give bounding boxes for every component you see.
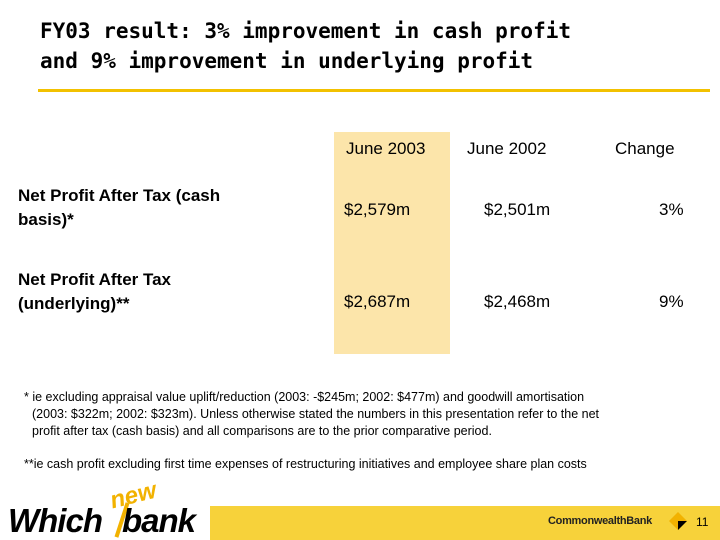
- cell-change: 9%: [659, 292, 684, 311]
- footer-bar: [210, 506, 720, 540]
- cell-june-2003: $2,579m: [344, 200, 411, 219]
- cell-june-2003: $2,687m: [344, 292, 411, 311]
- slide-title: FY03 result: 3% improvement in cash prof…: [40, 16, 700, 76]
- cell-june-2002: $2,501m: [484, 200, 551, 219]
- header-june-2002: June 2002: [467, 139, 547, 158]
- title-line-2: and 9% improvement in underlying profit: [40, 49, 534, 73]
- brand-which: Which: [8, 502, 103, 539]
- june-2003-highlight-column: [334, 132, 450, 354]
- title-line-1: FY03 result: 3% improvement in cash prof…: [40, 19, 572, 43]
- title-underline: [38, 89, 710, 92]
- row-label: Net Profit After Tax (underlying)**: [18, 270, 172, 313]
- header-change: Change: [615, 139, 675, 158]
- footnote-underlying: **ie cash profit excluding first time ex…: [24, 457, 587, 471]
- cell-june-2002: $2,468m: [484, 292, 551, 311]
- row-label: Net Profit After Tax (cash basis)*: [18, 186, 221, 229]
- commonwealth-bank-name: CommonwealthBank: [548, 515, 652, 527]
- cell-change: 3%: [659, 200, 684, 219]
- header-june-2003: June 2003: [346, 139, 426, 158]
- brand-bank: bank: [122, 502, 196, 539]
- commonwealth-diamond-icon: [669, 512, 687, 530]
- page-number: 11: [696, 515, 709, 529]
